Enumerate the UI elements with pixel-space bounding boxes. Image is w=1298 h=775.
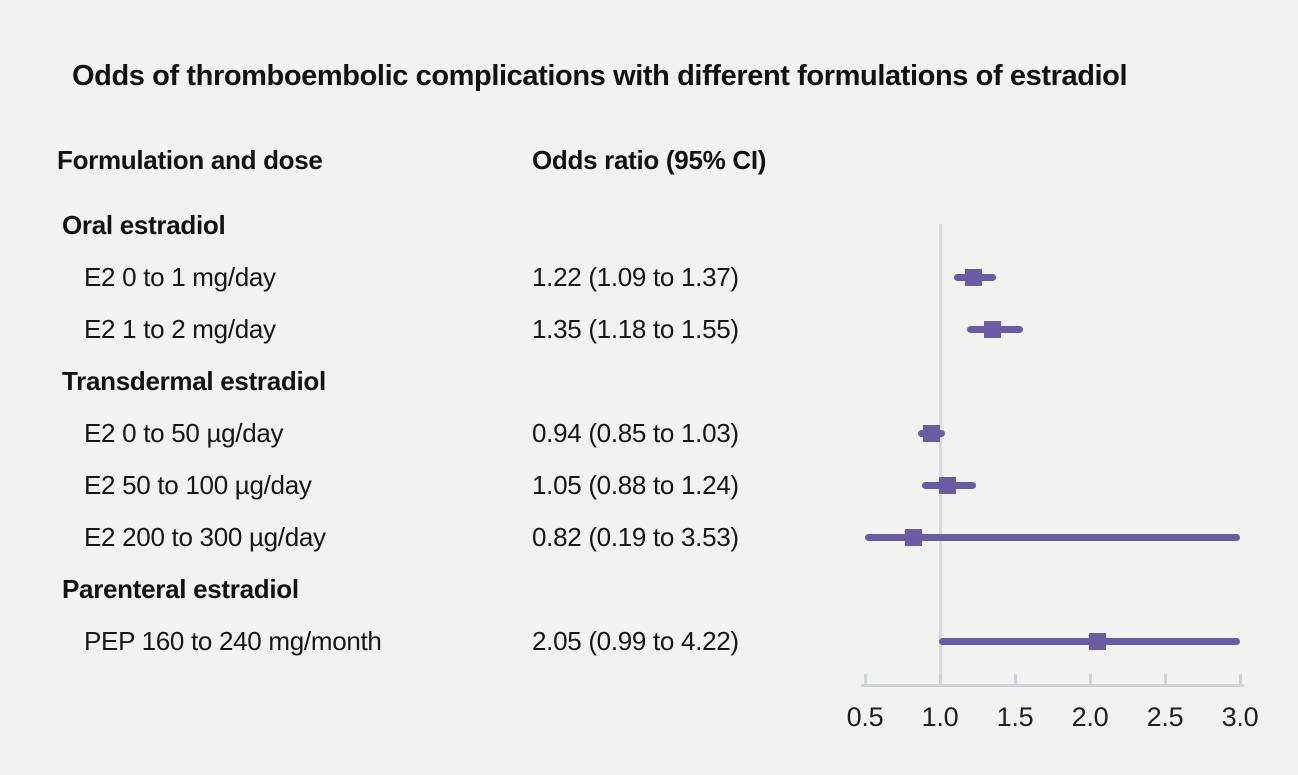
- group-label: Transdermal estradiol: [62, 366, 326, 396]
- x-axis-tick-label: 1.0: [921, 702, 959, 732]
- odds-ratio-value: 0.94 (0.85 to 1.03): [532, 418, 739, 448]
- item-label: E2 50 to 100 µg/day: [84, 470, 312, 500]
- odds-ratio-marker: [922, 424, 940, 442]
- x-axis-tick-label: 1.5: [996, 702, 1034, 732]
- odds-ratio-value: 2.05 (0.99 to 4.22): [532, 626, 739, 656]
- x-axis-tick-label: 2.0: [1071, 702, 1109, 732]
- item-label: E2 1 to 2 mg/day: [84, 314, 276, 344]
- odds-ratio-value: 0.82 (0.19 to 3.53): [532, 522, 739, 552]
- x-axis-tick-mark: [1238, 674, 1242, 684]
- reference-line: [938, 224, 942, 687]
- item-label: PEP 160 to 240 mg/month: [84, 626, 382, 656]
- x-axis-tick-mark: [863, 674, 867, 684]
- column-header-odds-ratio: Odds ratio (95% CI): [532, 145, 767, 175]
- x-axis-tick-label: 0.5: [846, 702, 884, 732]
- x-axis-tick-label: 2.5: [1146, 702, 1184, 732]
- x-axis-line: [861, 684, 1244, 687]
- odds-ratio-marker: [904, 528, 922, 546]
- odds-ratio-marker: [939, 476, 956, 494]
- chart-title: Odds of thromboembolic complications wit…: [72, 60, 1128, 92]
- x-axis-tick-mark: [1013, 674, 1017, 684]
- item-label: E2 200 to 300 µg/day: [84, 522, 326, 552]
- x-axis-tick-mark: [1088, 674, 1092, 684]
- x-axis-tick-mark: [938, 674, 942, 684]
- column-header-formulation: Formulation and dose: [57, 145, 323, 175]
- odds-ratio-marker: [1089, 632, 1106, 650]
- item-label: E2 0 to 50 µg/day: [84, 418, 284, 448]
- odds-ratio-value: 1.05 (0.88 to 1.24): [532, 470, 739, 500]
- group-label: Oral estradiol: [62, 210, 226, 240]
- confidence-interval-line: [865, 533, 1240, 541]
- item-label: E2 0 to 1 mg/day: [84, 262, 276, 292]
- odds-ratio-value: 1.22 (1.09 to 1.37): [532, 262, 739, 292]
- x-axis-tick-label: 3.0: [1221, 702, 1259, 732]
- odds-ratio-marker: [984, 320, 1001, 338]
- x-axis-tick-mark: [1163, 674, 1167, 684]
- odds-ratio-value: 1.35 (1.18 to 1.55): [532, 314, 739, 344]
- group-label: Parenteral estradiol: [62, 574, 299, 604]
- odds-ratio-marker: [964, 268, 982, 286]
